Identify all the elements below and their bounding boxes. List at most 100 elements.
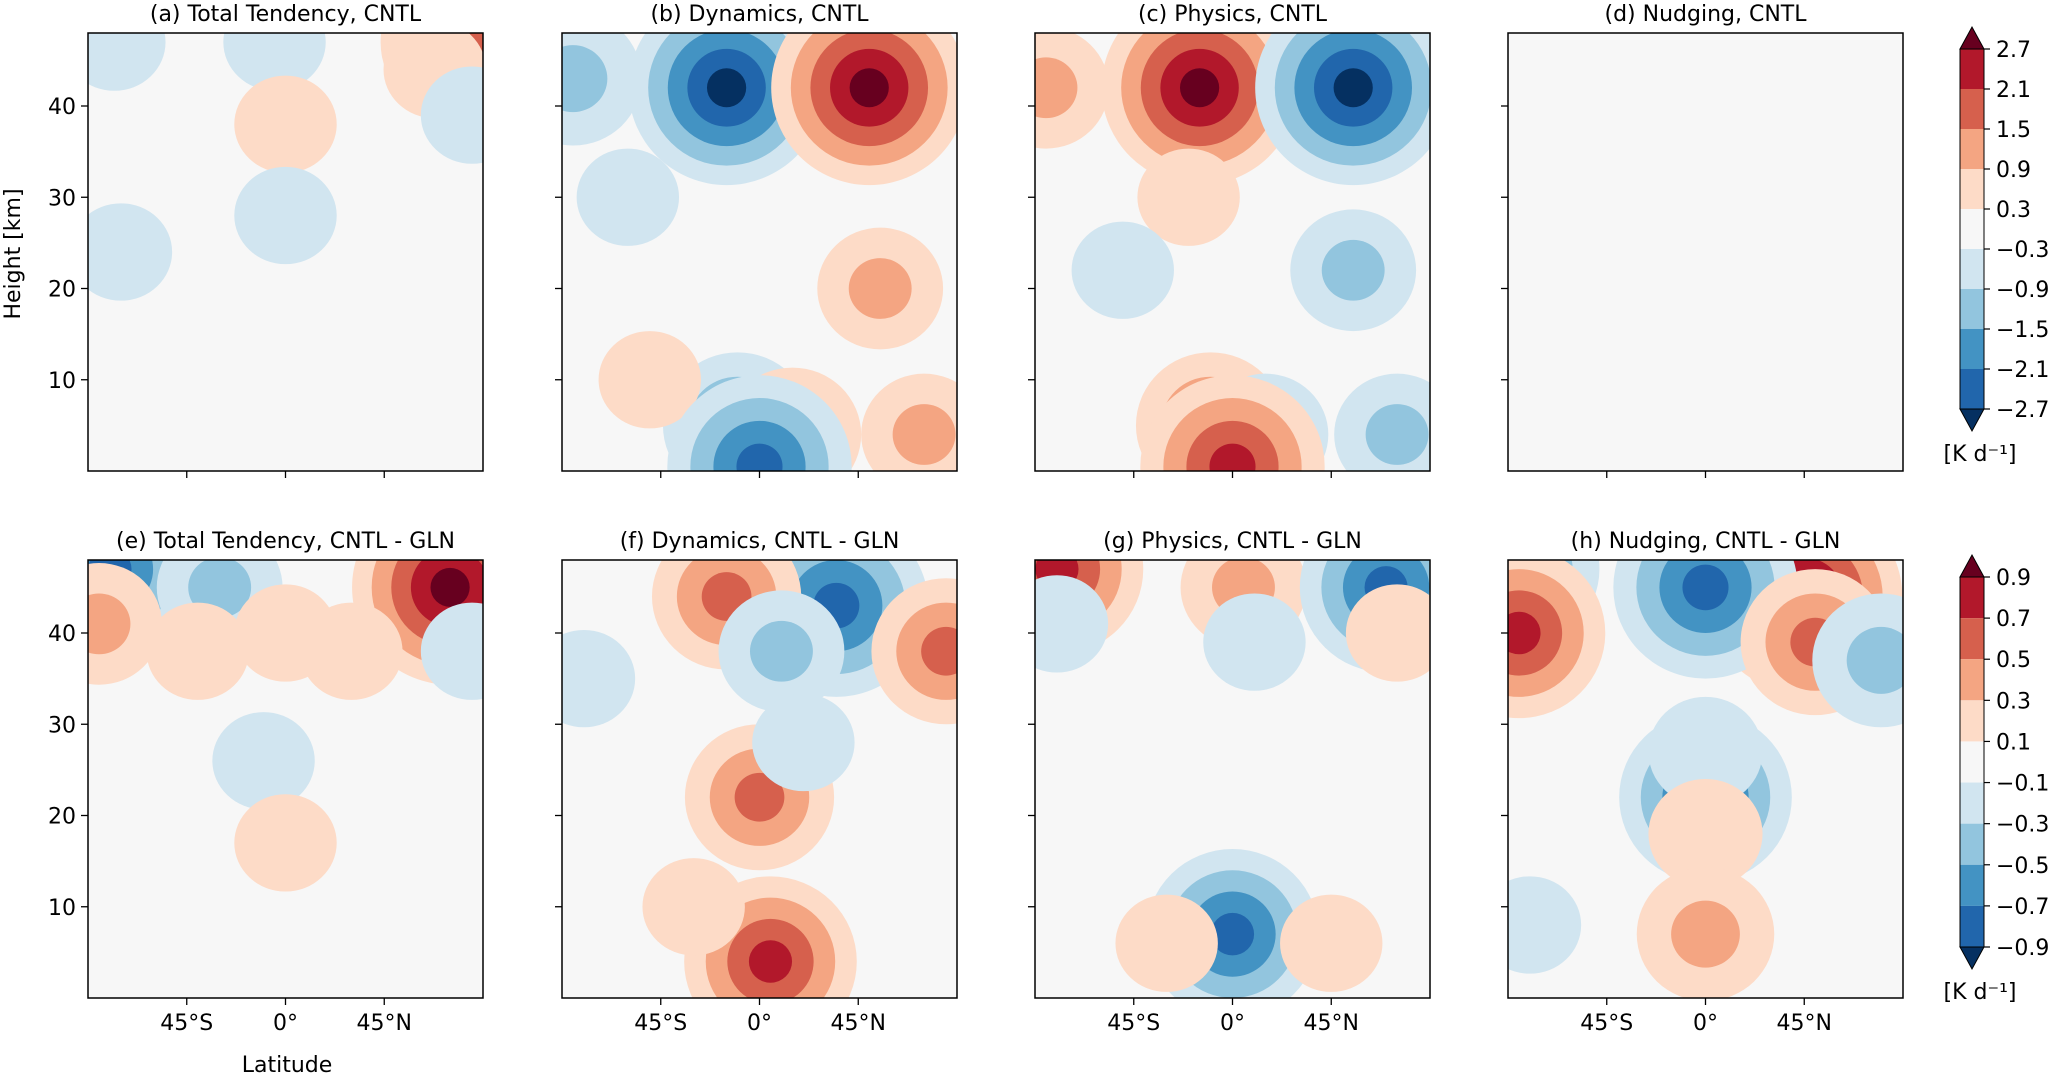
contour-a-7-0	[88, 203, 173, 301]
colorbar-segment	[1960, 905, 1984, 947]
colorbar-tick-label: −2.1	[1996, 358, 2049, 383]
contour-b-3-0	[576, 148, 680, 246]
contour-f-4-0	[562, 629, 636, 728]
plot-background	[1508, 33, 1903, 471]
colorbar-tick-label: −0.1	[1996, 772, 2049, 797]
colorbar-tick-label: −0.7	[1996, 895, 2049, 920]
colorbar-segment	[1960, 289, 1984, 329]
colorbar-segment	[1960, 209, 1984, 249]
colorbar-segment	[1960, 169, 1984, 209]
colorbar-tick-label: 0.5	[1996, 648, 2031, 673]
x-axis-label: Latitude	[242, 1053, 333, 1074]
colorbar-extend-max	[1959, 25, 1985, 50]
contour-c-8-1	[1365, 404, 1429, 465]
x-tick-label: 0°	[1693, 1011, 1718, 1036]
contour-h-3-3	[1508, 611, 1541, 655]
x-tick-label: 0°	[747, 1011, 772, 1036]
panel-title-c: (c) Physics, CNTL	[1138, 2, 1328, 27]
contour-b-8-0	[598, 331, 701, 429]
contour-e-0-4	[430, 567, 470, 607]
contour-c-9-3	[1209, 443, 1256, 471]
colorbar-tick-label: 2.7	[1996, 38, 2031, 63]
y-tick-label: 20	[48, 278, 76, 303]
contour-e-9-0	[234, 794, 337, 892]
contour-h-5-1	[1846, 626, 1903, 694]
panel-b: (b) Dynamics, CNTL	[555, 2, 958, 478]
contour-f-3-1	[749, 620, 813, 682]
contour-a-5-0	[234, 75, 337, 173]
x-tick-label: 45°S	[160, 1011, 213, 1036]
y-tick-label: 10	[48, 369, 76, 394]
contour-f-6-3	[748, 940, 793, 983]
contour-e-3-1	[88, 593, 131, 655]
contour-c-3-0	[1137, 148, 1240, 246]
contour-g-5-0	[1345, 584, 1430, 682]
colorbar-tick-label: −1.5	[1996, 318, 2049, 343]
contour-g-7-0	[1115, 894, 1218, 992]
contour-c-2-1	[1035, 57, 1078, 119]
panel-title-b: (b) Dynamics, CNTL	[650, 2, 869, 27]
colorbar-segment	[1960, 823, 1984, 865]
panel-title-g: (g) Physics, CNTL - GLN	[1103, 529, 1362, 554]
y-tick-label: 20	[48, 805, 76, 830]
contour-e-7-0	[420, 602, 483, 700]
contour-a-2-0	[88, 33, 166, 91]
contour-g-4-0	[1203, 593, 1306, 691]
colorbar-tick-label: −0.3	[1996, 813, 2049, 838]
panel-e: (e) Total Tendency, CNTL - GLN 45°S 0° 45°N…	[48, 529, 484, 1036]
contour-f-7-0	[642, 858, 745, 956]
colorbar-tick-label: 0.7	[1996, 607, 2031, 632]
colorbar-tick-label: 0.3	[1996, 689, 2031, 714]
x-tick-label: 45°N	[357, 1011, 412, 1036]
colorbar-tick-label: 0.9	[1996, 566, 2031, 591]
contour-b-2-1	[562, 45, 608, 113]
panel-title-e: (e) Total Tendency, CNTL - GLN	[116, 529, 455, 554]
contour-c-1-4	[1333, 68, 1373, 108]
y-tick-label: 10	[48, 896, 76, 921]
colorbar-segment	[1960, 329, 1984, 369]
colorbar-segment	[1960, 369, 1984, 409]
panel-d: (d) Nudging, CNTL	[1501, 2, 1904, 478]
colorbar-1: 2.7 2.1 1.5 0.9 0.3 −0.3 −0.9 −1.5 −2.1 −2.7 [K d⁻…	[1944, 25, 2049, 467]
x-tick-label: 45°N	[1304, 1011, 1359, 1036]
colorbar-tick-label: −0.9	[1996, 278, 2049, 303]
contour-e-4-0	[146, 602, 249, 700]
contour-g-8-0	[1280, 894, 1383, 992]
contour-a-3-0	[223, 33, 326, 91]
colorbar-segment	[1960, 49, 1984, 89]
y-tick-label: 40	[48, 95, 76, 120]
panel-c: (c) Physics, CNTL	[1028, 2, 1431, 478]
x-tick-label: 0°	[1220, 1011, 1245, 1036]
colorbar-segment	[1960, 89, 1984, 129]
panel-f: (f) Dynamics, CNTL - GLN 45°S 0° 45°N	[555, 529, 958, 1036]
colorbar-segment	[1960, 782, 1984, 824]
colorbar-tick-label: 0.3	[1996, 198, 2031, 223]
contour-a-6-0	[234, 166, 337, 265]
panel-h: (h) Nudging, CNTL - GLN 45°S 0° 45°N	[1501, 529, 1904, 1036]
contour-c-0-4	[1179, 68, 1220, 108]
colorbar-tick-label: 1.5	[1996, 118, 2031, 143]
x-tick-label: 45°S	[634, 1011, 687, 1036]
colorbar-extend-min	[1959, 408, 1985, 433]
colorbar-extend-max	[1959, 553, 1985, 578]
contour-a-4-0	[420, 66, 483, 164]
colorbar-2: 0.9 0.7 0.5 0.3 0.1 −0.1 −0.3 −0.5 −0.7 −0.9 [K d⁻…	[1944, 553, 2049, 1005]
panel-a: (a) Total Tendency, CNTL 10 20 30 40	[48, 2, 484, 478]
panel-title-f: (f) Dynamics, CNTL - GLN	[620, 529, 900, 554]
colorbar-tick-label: −0.5	[1996, 854, 2049, 879]
x-tick-label: 0°	[273, 1011, 298, 1036]
x-tick-label: 45°S	[1107, 1011, 1160, 1036]
panel-title-d: (d) Nudging, CNTL	[1605, 2, 1808, 27]
panel-g: (g) Physics, CNTL - GLN 45°S 0° 45°N	[1028, 529, 1431, 1036]
contour-e-6-0	[234, 584, 337, 682]
contour-f-5-2	[734, 772, 785, 822]
contour-h-8-0	[1648, 779, 1763, 889]
colorbar-segment	[1960, 249, 1984, 289]
contour-b-1-4	[849, 68, 889, 108]
contour-h-7-0	[1648, 696, 1763, 807]
colorbar-tick-label: −2.7	[1996, 398, 2049, 423]
colorbar-tick-label: 0.1	[1996, 730, 2031, 755]
colorbar-tick-label: 0.9	[1996, 158, 2031, 183]
colorbar-frame	[1959, 48, 1985, 410]
contour-c-4-1	[1321, 239, 1385, 301]
